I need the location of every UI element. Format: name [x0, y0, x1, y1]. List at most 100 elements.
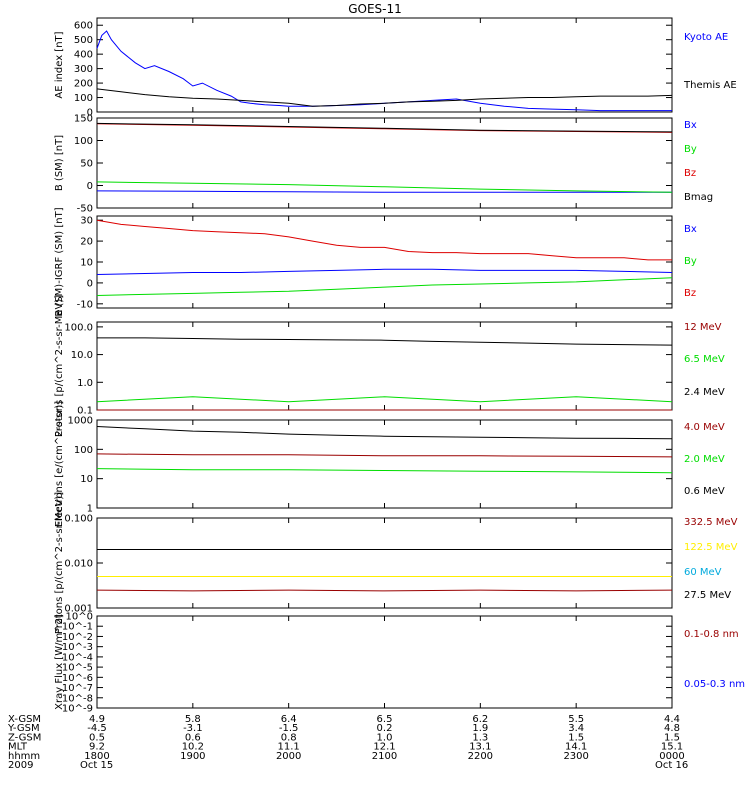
y-tick-label: 1.0: [77, 378, 93, 389]
ephemeris-row-label: Y-GSM: [7, 723, 40, 734]
ephemeris-value: 6.2: [472, 714, 488, 725]
ephemeris-value: 4.8: [664, 723, 680, 734]
y-tick-label: 10^-7: [62, 683, 93, 694]
y-tick-label: 100: [74, 93, 93, 104]
y-tick-label: 100: [74, 136, 93, 147]
legend-label: By: [684, 144, 697, 155]
ephemeris-value: 4.4: [664, 714, 680, 725]
y-tick-label: 10^-6: [62, 673, 93, 684]
y-tick-label: 100.0: [64, 322, 93, 333]
legend-label: 12 MeV: [684, 322, 722, 333]
year-label: 2009: [8, 760, 33, 771]
series-line-2-4-mev: [97, 337, 673, 346]
series-line-332-5-mev: [96, 589, 673, 592]
ephemeris-row-label: hhmm: [8, 751, 40, 762]
y-tick-label: 0: [87, 108, 93, 119]
y-tick-label: 10^-3: [62, 642, 93, 653]
y-tick-label: 10^-2: [62, 632, 93, 643]
y-axis-label: Electrons [e/(cm^2-s-sr)]: [54, 401, 65, 527]
ephemeris-value: 3.4: [568, 723, 584, 734]
series-line-kyoto-ae: [96, 30, 672, 112]
legend-label: Bmag: [684, 192, 713, 203]
y-tick-label: 10^-1: [62, 622, 93, 633]
legend-label: Themis AE: [683, 80, 737, 91]
y-tick-label: 150: [74, 114, 93, 125]
y-tick-label: 10^-9: [62, 704, 93, 715]
ephemeris-value: 6.5: [377, 714, 393, 725]
ephemeris-value: 15.1: [661, 742, 683, 753]
ephemeris-value: 1900: [180, 751, 205, 762]
legend-label: 0.1-0.8 nm: [684, 629, 739, 640]
ephemeris-row-label: Z-GSM: [8, 732, 41, 743]
series-line-by: [96, 277, 673, 296]
ephemeris-value: 0.5: [89, 732, 105, 743]
y-tick-label: 20: [80, 237, 93, 248]
ephemeris-value: -3.1: [183, 723, 203, 734]
y-axis-label: B (SM) [nT]: [54, 135, 65, 191]
panel-frame: [96, 419, 673, 509]
y-tick-label: 200: [74, 79, 93, 90]
legend-label: By: [684, 256, 697, 267]
ephemeris-value: 9.2: [89, 742, 105, 753]
legend-label: Kyoto AE: [684, 32, 728, 43]
y-tick-label: 10: [80, 474, 93, 485]
legend-label: Bz: [684, 288, 696, 299]
y-tick-label: -50: [77, 204, 93, 215]
ephemeris-row-label: X-GSM: [8, 714, 41, 725]
legend-label: Bx: [684, 120, 697, 131]
ephemeris-value: 2200: [468, 751, 493, 762]
series-line-0-6-mev: [96, 426, 673, 440]
y-tick-label: 10^-4: [62, 652, 93, 663]
y-axis-label: Protons [p/(cm^2-s-sr-MeV)]: [54, 295, 65, 437]
y-axis-label: Xray Flux [W/m^2]: [54, 614, 65, 710]
ephemeris-value: 2100: [372, 751, 397, 762]
y-axis-label: B (SM)-IGRF (SM) [nT]: [54, 207, 65, 316]
ephemeris-value: 2000: [276, 751, 301, 762]
legend-label: Bx: [684, 224, 697, 235]
ephemeris-row-label: MLT: [8, 742, 28, 753]
y-tick-label: 100: [74, 445, 93, 456]
ephemeris-value: 12.1: [373, 742, 395, 753]
y-tick-label: 10^-5: [62, 663, 93, 674]
y-tick-label: 0: [87, 278, 93, 289]
legend-label: 6.5 MeV: [684, 354, 725, 365]
legend-label: 60 MeV: [684, 567, 722, 578]
end-date-label: Oct 16: [655, 760, 688, 771]
panel-7: 10^-910^-810^-710^-610^-510^-410^-310^-2…: [54, 612, 745, 715]
ephemeris-value: 13.1: [469, 742, 491, 753]
start-date-label: Oct 15: [80, 760, 113, 771]
y-axis-label: AE index [nT]: [54, 31, 65, 98]
legend-label: 27.5 MeV: [684, 590, 731, 601]
ephemeris-value: 0000: [659, 751, 684, 762]
series-line-bz: [96, 219, 672, 261]
y-tick-label: 400: [74, 50, 93, 61]
ephemeris-value: -1.5: [279, 723, 299, 734]
ephemeris-value: 5.8: [185, 714, 201, 725]
y-tick-label: 10.0: [71, 350, 93, 361]
ephemeris-value: 0.2: [377, 723, 393, 734]
ephemeris-value: 0.8: [281, 732, 297, 743]
y-tick-label: 0.100: [64, 514, 93, 525]
y-tick-label: 10^0: [66, 612, 93, 623]
ephemeris-value: 1.5: [664, 732, 680, 743]
series-line-by: [96, 181, 673, 193]
y-tick-label: -10: [77, 299, 93, 310]
y-tick-label: 300: [74, 64, 93, 75]
ephemeris-value: -4.5: [87, 723, 107, 734]
y-tick-label: 0.1: [77, 406, 93, 417]
legend-label: 0.05-0.3 nm: [684, 679, 745, 690]
y-tick-label: 10^-8: [62, 693, 93, 704]
ephemeris-value: 1.9: [472, 723, 488, 734]
panel-1: 0 100 200 300 400 500 600 AE index [nT] Kyoto AE…: [54, 17, 737, 119]
y-tick-label: 50: [80, 159, 93, 170]
panel-frame: [96, 615, 673, 709]
ephemeris-value: 1.3: [472, 732, 488, 743]
y-tick-label: 0.001: [64, 604, 93, 615]
panel-3: -10 0 10 20 30 B (SM)-IGRF (SM) [nT] Bx By Bz: [54, 207, 697, 316]
ephemeris-value: 11.1: [278, 742, 300, 753]
series-line-2-0-mev: [96, 468, 673, 474]
